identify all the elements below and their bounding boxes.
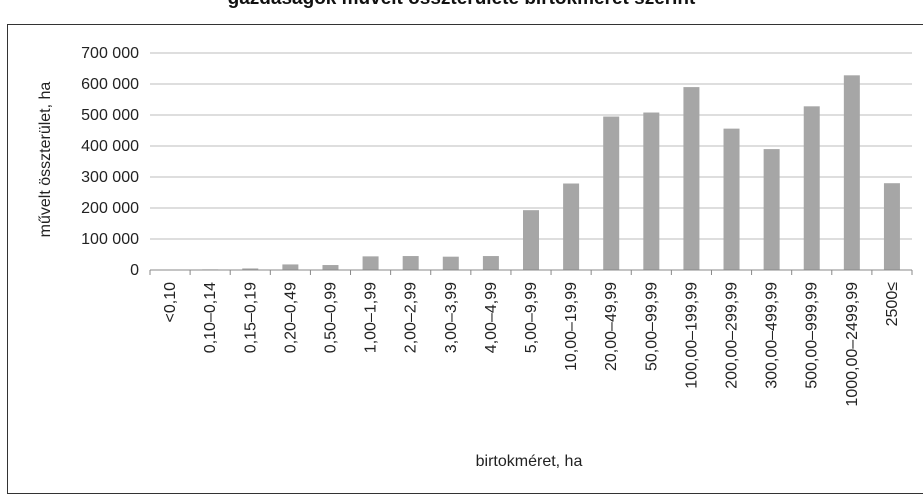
bar (803, 106, 820, 270)
x-tick-label: 200,00–299,99 (724, 282, 741, 389)
bar (523, 210, 539, 270)
x-tick-label: <0,10 (162, 282, 179, 323)
bar (843, 75, 860, 270)
bar (322, 265, 339, 270)
x-tick-label: 4,00–4,99 (483, 282, 500, 353)
bar (723, 128, 740, 270)
x-tick-label: 300,00–499,99 (764, 282, 781, 389)
y-tick-label: 600 000 (81, 76, 139, 93)
bar (482, 256, 499, 270)
bar (603, 116, 620, 270)
x-tick-label: 3,00–3,99 (443, 282, 460, 353)
bar (883, 183, 900, 270)
chart-caption-strip: gazdaságok művelt összterülete birtokmér… (0, 0, 923, 22)
x-tick-label: 2,00–2,99 (403, 282, 420, 353)
x-tick-label: 50,00–99,99 (643, 282, 660, 371)
bar (442, 256, 459, 270)
x-tick-label: 10,00–19,99 (563, 282, 580, 371)
y-axis-title: művelt összterület, ha (37, 82, 54, 238)
x-tick-label: 0,20–0,49 (282, 282, 299, 353)
x-tick-label: 2500≤ (884, 282, 901, 327)
x-tick-label: 20,00–49,99 (603, 282, 620, 371)
bar (683, 87, 700, 270)
bar (402, 256, 419, 270)
y-tick-label: 300 000 (81, 169, 139, 186)
bar (643, 112, 660, 271)
y-tick-label: 200 000 (81, 200, 139, 217)
y-tick-label: 0 (130, 262, 139, 279)
y-axis-ticks: 0 100 000 200 000 300 000 400 000 500 000 600 … (81, 45, 139, 279)
chart-caption: gazdaságok művelt összterülete birtokmér… (0, 0, 923, 10)
x-axis-ticks: <0,10 0,10–0,14 0,15–0,19 0,20–0,49 0,50–0,9… (149, 270, 913, 407)
x-tick-label: 500,00–999,99 (804, 282, 821, 389)
x-tick-label: 0,10–0,14 (202, 282, 219, 353)
x-tick-label: 0,15–0,19 (242, 282, 259, 353)
x-tick-label: 1,00–1,99 (363, 282, 380, 353)
x-tick-label: 100,00–199,99 (683, 282, 700, 389)
bar (282, 264, 299, 270)
y-tick-label: 700 000 (81, 45, 139, 62)
x-axis-title: birtokméret, ha (476, 453, 583, 470)
bars (162, 75, 900, 271)
y-tick-label: 500 000 (81, 107, 139, 124)
bar (242, 268, 259, 270)
bar (563, 183, 580, 270)
y-tick-label: 100 000 (81, 231, 139, 248)
x-tick-label: 5,00–9,99 (523, 282, 540, 353)
x-tick-label: 1000,00–2499,99 (844, 282, 861, 407)
gridlines (150, 52, 912, 240)
y-tick-label: 400 000 (81, 138, 139, 155)
bar (362, 256, 379, 270)
bar-chart: 0 100 000 200 000 300 000 400 000 500 000 600 … (37, 45, 913, 470)
x-tick-label: 0,50–0,99 (322, 282, 339, 353)
bar (763, 149, 780, 270)
